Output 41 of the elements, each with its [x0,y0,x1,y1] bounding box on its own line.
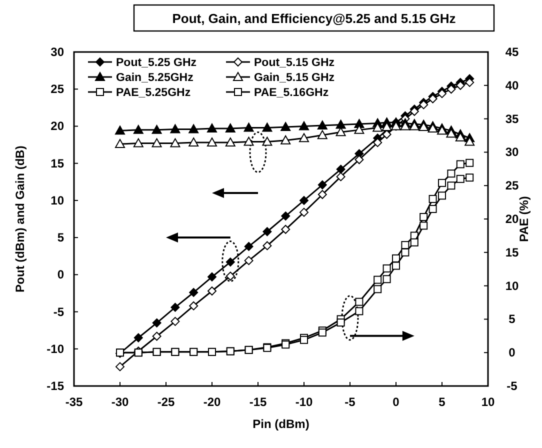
x-tick-label: -25 [157,395,175,409]
y-tick-label: 10 [50,193,64,208]
legend-label: Pout_5.25 GHz [116,57,197,69]
y-tick-label: -15 [46,379,64,393]
y2-tick-label: 25 [505,178,519,193]
y-tick-label: -10 [46,342,64,356]
x-tick-label: 0 [392,395,400,409]
y-axis-title: Pout (dBm) and Gain (dB) [13,146,27,292]
y2-axis-title: PAE (%) [517,196,531,242]
x-tick-label: 10 [481,395,495,409]
y2-tick-label: 15 [505,245,519,260]
y2-tick-label: 0 [508,346,516,360]
y-tick-label: 25 [50,82,64,96]
y2-tick-label: 5 [508,312,516,326]
y2-tick-label: 10 [505,278,519,293]
y-tick-label: 15 [50,156,64,170]
chart-title: Pout, Gain, and Efficiency@5.25 and 5.15 GHz [172,11,456,26]
legend-label: Gain_5.15 GHz [254,72,335,84]
y-tick-label: 5 [57,230,64,245]
y-tick-label: 0 [57,268,64,282]
x-tick-label: -5 [344,395,356,409]
y2-tick-label: 35 [505,112,519,126]
y2-tick-label: 45 [505,45,519,59]
x-tick-label: 5 [438,395,446,409]
y-tick-label: 30 [50,45,64,59]
y2-tick-label: 20 [505,212,519,226]
x-tick-label: -10 [295,395,313,409]
y2-tick-label: 30 [505,145,519,160]
x-tick-label: -30 [111,395,129,409]
y2-tick-label: 40 [505,78,519,92]
x-tick-label: -35 [65,395,83,409]
x-tick-label: -20 [203,395,221,409]
legend-label: Gain_5.25GHz [116,72,194,84]
y-tick-label: 20 [50,119,64,134]
legend-label: Pout_5.15 GHz [254,57,335,69]
y-tick-label: -5 [53,304,64,319]
legend-label: PAE_5.25GHz [116,87,191,99]
x-tick-label: -15 [249,395,267,409]
y2-tick-label: -5 [506,379,518,393]
legend-label: PAE_5.16GHz [254,87,329,99]
x-axis-title: Pin (dBm) [252,417,310,431]
